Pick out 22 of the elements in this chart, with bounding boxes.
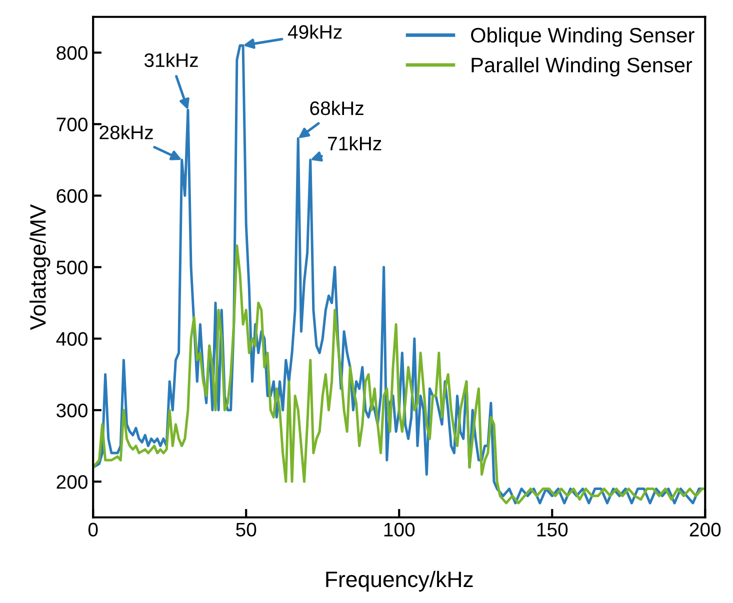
x-tick-label: 0 [88,522,98,537]
x-tick-label: 100 [384,522,415,537]
x-tick-label: 50 [236,522,256,537]
y-tick-label: 700 [56,118,88,132]
y-tick-label: 500 [56,260,88,274]
legend-label: Parallel Winding Senser [472,57,692,77]
annotation: 49kHz [288,24,342,39]
y-tick-label: 400 [56,332,88,346]
legend-label: Oblique Winding Senser [471,27,694,47]
y-tick-label: 600 [56,189,88,203]
x-tick-label: 200 [690,522,721,537]
annotation: 31kHz [144,52,198,68]
annotation: 71kHz [328,136,382,150]
y-tick-label: 200 [56,475,88,489]
line-series [93,244,706,504]
x-tick-label: 150 [537,522,568,537]
y-axis-title: Volatage/MV [30,204,50,330]
x-axis-title: Frequency/kHz [326,570,473,592]
y-tick-label: 800 [56,46,88,60]
y-tick-label: 300 [56,404,88,418]
annotation: 68kHz [310,100,364,116]
annotation: 28kHz [100,125,153,140]
